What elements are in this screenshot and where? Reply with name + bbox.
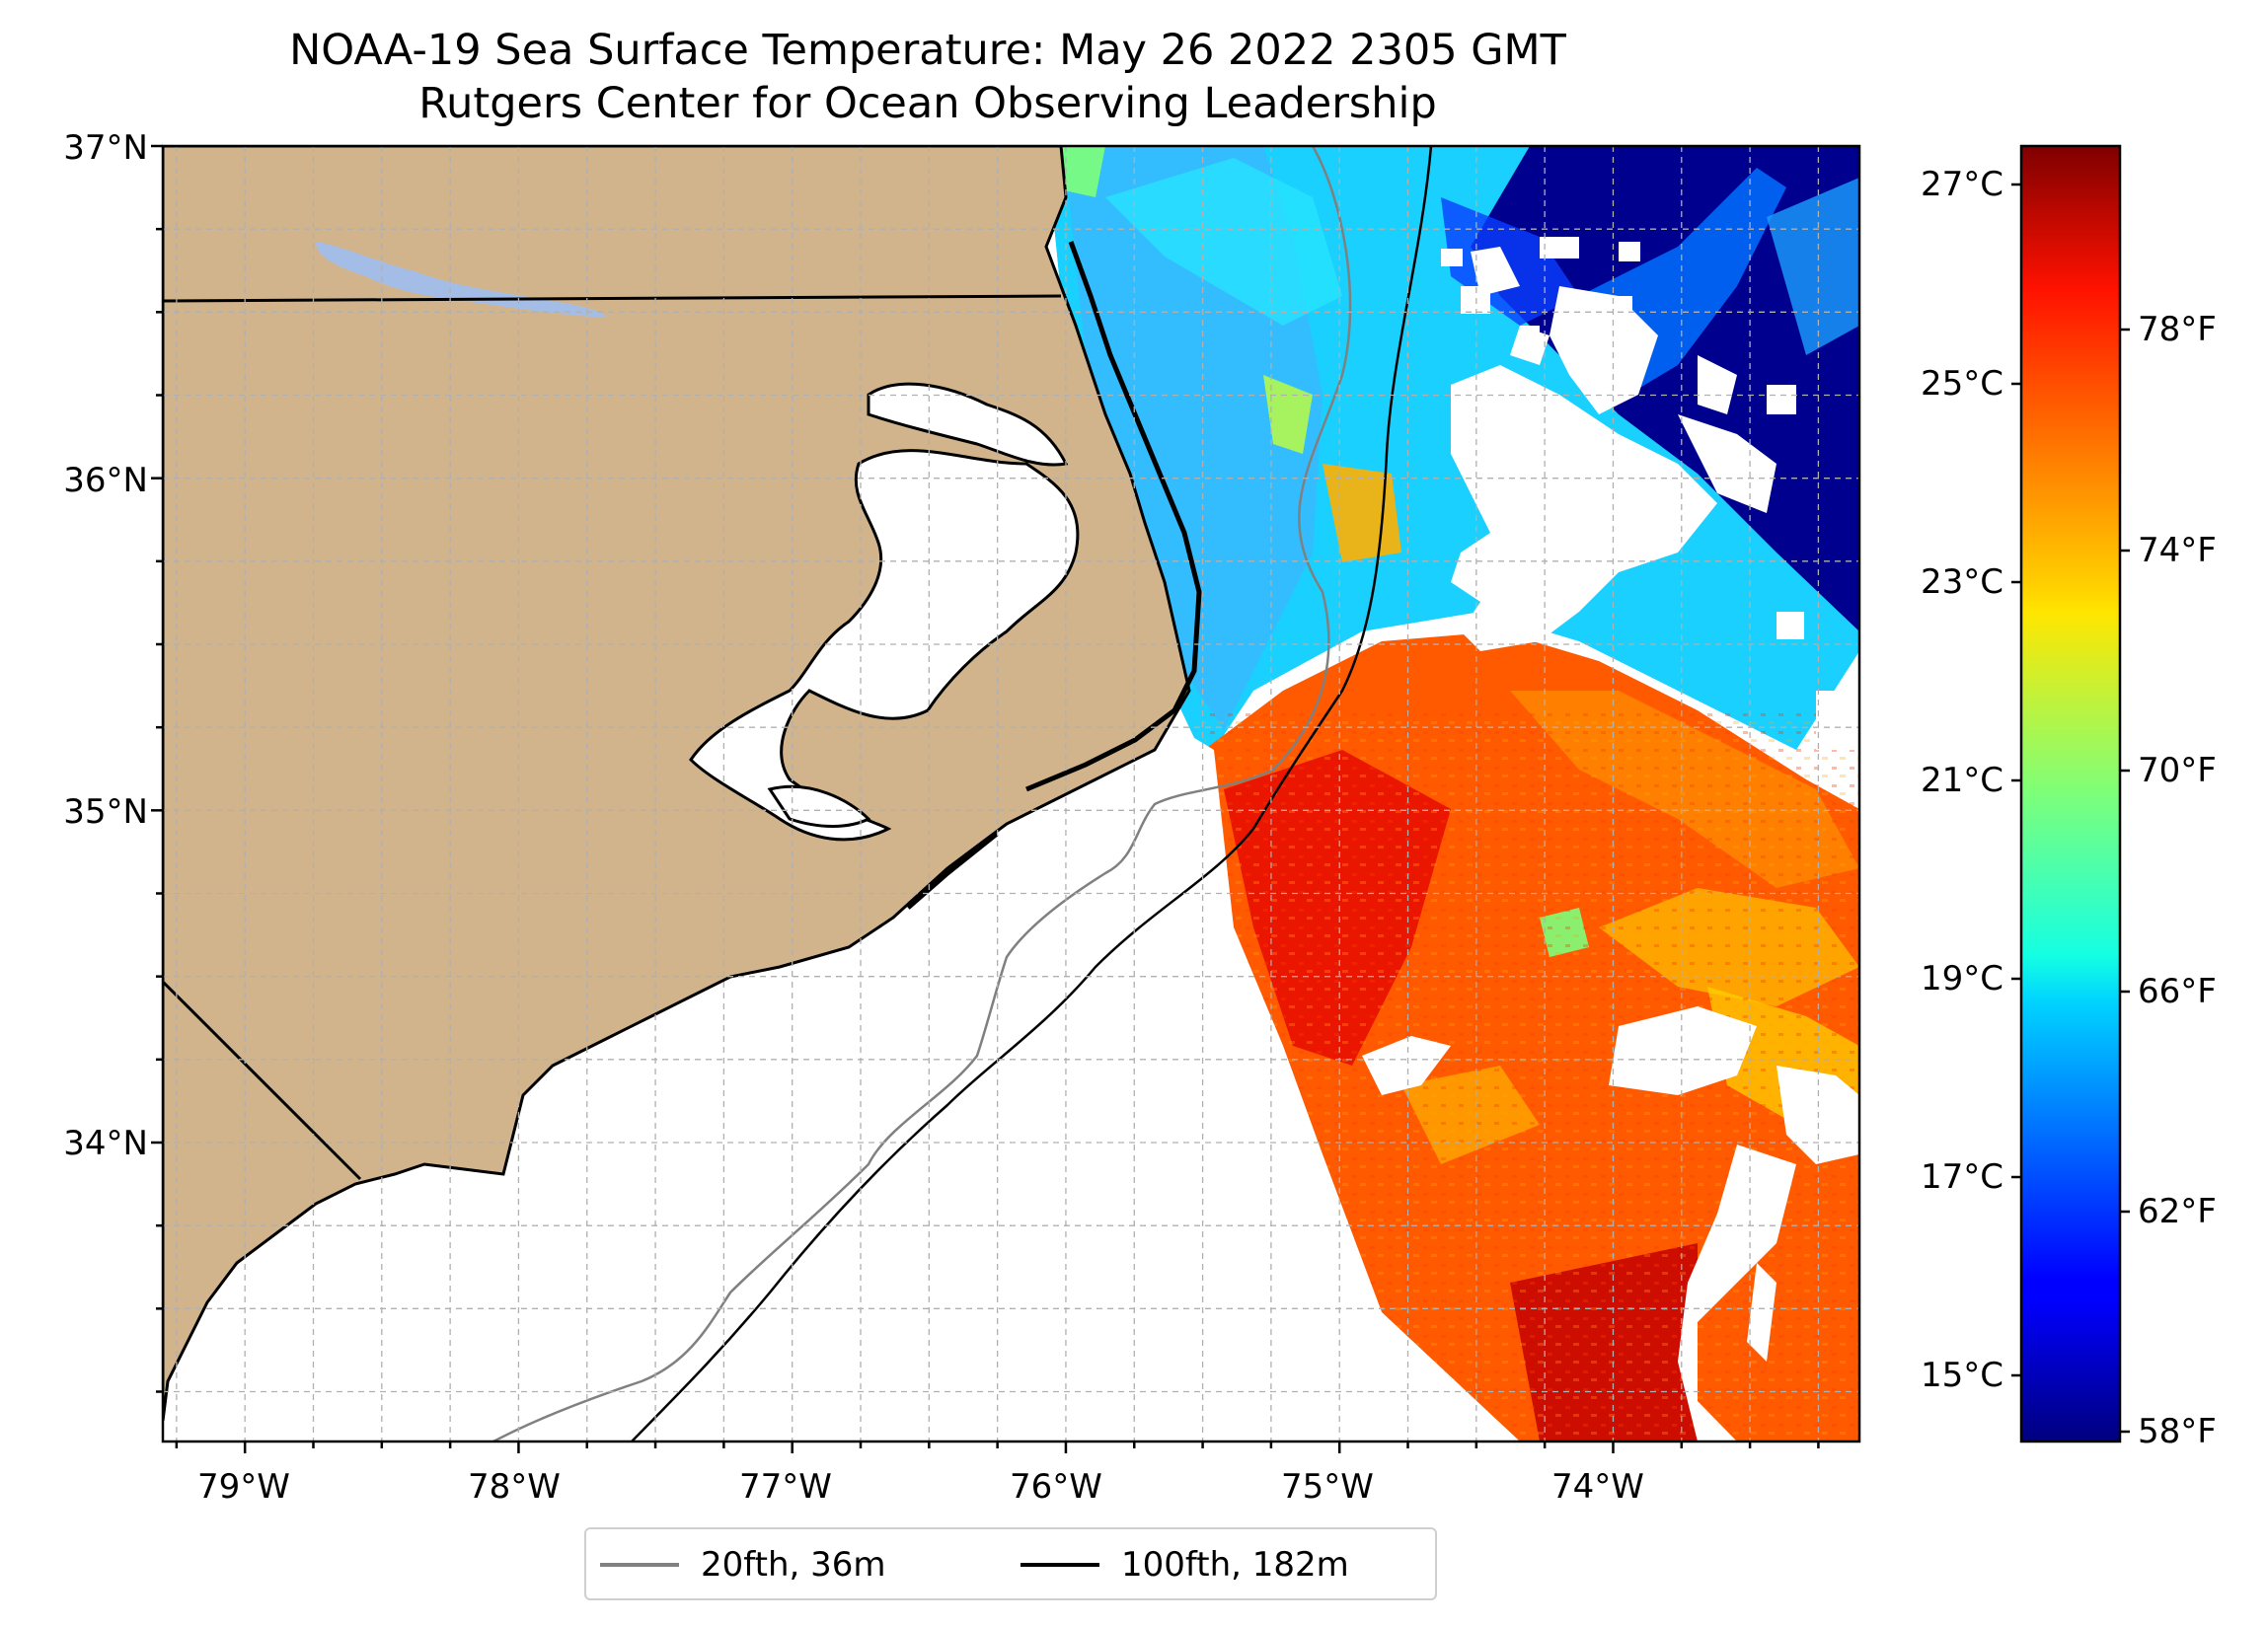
celsius-label: 21°C: [1921, 761, 2003, 800]
fahrenheit-label: 66°F: [2138, 972, 2217, 1011]
axis-ticks: [151, 144, 1820, 1453]
lon-label: 79°W: [197, 1467, 290, 1507]
legend-item-100fth: 100fth, 182m: [1021, 1545, 1349, 1585]
celsius-label: 27°C: [1921, 165, 2003, 204]
colorbar: 27°C 25°C 23°C 21°C 19°C 17°C 15°C 78°F …: [1921, 144, 2217, 1451]
lat-label: 36°N: [63, 461, 148, 500]
map-frame: [161, 144, 1861, 1443]
lat-axis: 37°N 36°N 35°N 34°N: [63, 128, 148, 1163]
lon-label: 76°W: [1010, 1467, 1102, 1507]
colorbar-gradient: [2019, 144, 2122, 1443]
celsius-label: 15°C: [1921, 1356, 2003, 1395]
chart-title: NOAA-19 Sea Surface Temperature: May 26 …: [289, 26, 1566, 75]
celsius-label: 25°C: [1921, 364, 2003, 404]
lon-label: 74°W: [1551, 1467, 1644, 1507]
lat-label: 35°N: [63, 792, 148, 832]
plot-area: [163, 146, 1859, 1441]
outer-banks: [1025, 241, 1202, 792]
isobath-100fth: [631, 146, 1433, 1441]
legend: 20fth, 36m 100fth, 182m: [584, 1527, 1437, 1600]
fahrenheit-label: 78°F: [2138, 310, 2217, 349]
gridlines: [163, 146, 1859, 1441]
celsius-label: 23°C: [1921, 562, 2003, 602]
lat-label: 34°N: [63, 1124, 148, 1163]
legend-label: 20fth, 36m: [701, 1545, 886, 1585]
isobath-20fth: [492, 146, 1352, 1441]
fahrenheit-label: 70°F: [2138, 751, 2217, 790]
celsius-label: 19°C: [1921, 959, 2003, 998]
chart-subtitle: Rutgers Center for Ocean Observing Leade…: [418, 79, 1437, 128]
lon-label: 78°W: [468, 1467, 561, 1507]
legend-line-20fth: [600, 1563, 679, 1567]
legend-label: 100fth, 182m: [1121, 1545, 1349, 1585]
lon-label: 77°W: [739, 1467, 832, 1507]
fahrenheit-label: 62°F: [2138, 1192, 2217, 1231]
state-border-va-nc: [163, 294, 1062, 303]
cloud-mask: [1362, 237, 1859, 1441]
land: [163, 146, 1202, 1422]
legend-item-20fth: 20fth, 36m: [600, 1545, 886, 1585]
lon-axis: 79°W 78°W 77°W 76°W 75°W 74°W: [197, 1467, 1644, 1507]
lon-label: 75°W: [1281, 1467, 1374, 1507]
fahrenheit-label: 74°F: [2138, 531, 2217, 570]
fahrenheit-label: 58°F: [2138, 1412, 2217, 1451]
state-border-nc-sc: [163, 980, 362, 1181]
celsius-label: 17°C: [1921, 1157, 2003, 1197]
lat-label: 37°N: [63, 128, 148, 168]
legend-line-100fth: [1021, 1563, 1099, 1567]
